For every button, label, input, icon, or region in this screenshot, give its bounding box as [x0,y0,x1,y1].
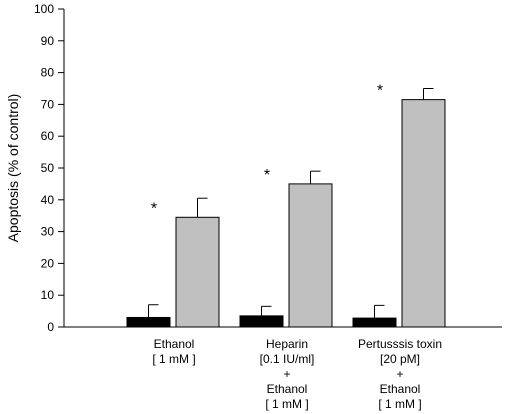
category-labels: Ethanol[ 1 mM ]Heparin[0.1 IU/ml]+Ethano… [152,337,442,411]
bars [126,99,446,328]
bar-series2-cat1 [175,216,220,328]
bar-series2-cat2 [288,183,333,328]
category-label-3: Pertusssis toxin [358,337,442,351]
y-tick-label: 100 [34,2,54,16]
category-label-3: Ethanol [380,382,421,396]
error-bar-series2-cat3 [423,88,434,100]
error-bar-series1-cat2 [261,305,272,316]
category-label-3: [20 pM] [380,352,420,366]
error-bars [148,88,434,319]
y-tick-label: 30 [41,225,55,239]
error-bar-series1-cat1 [148,304,159,318]
bar-series1-cat3 [352,317,397,328]
category-label-2: Ethanol [267,382,308,396]
y-tick-label: 70 [41,97,55,111]
significance-star: * [377,83,383,100]
y-tick-label: 10 [41,288,55,302]
category-label-3: + [396,367,403,381]
y-tick-label: 0 [47,320,54,334]
bar-series1-cat1 [126,316,171,328]
y-tick-label: 20 [41,256,55,270]
category-label-2: + [283,367,290,381]
y-axis-ticks: 0 10 20 30 40 50 60 70 80 90 100 [34,2,64,334]
category-label-1: Ethanol [154,337,195,351]
significance-star: * [151,200,157,217]
y-tick-label: 60 [41,129,55,143]
category-label-1: [ 1 mM ] [152,352,195,366]
category-label-3: [ 1 mM ] [378,397,421,411]
error-bar-series1-cat3 [374,304,385,319]
y-tick-label: 40 [41,193,55,207]
y-tick-label: 50 [41,161,55,175]
significance-markers: * * * [151,83,383,218]
category-label-2: [ 1 mM ] [265,397,308,411]
error-bar-series2-cat1 [197,197,208,218]
significance-star: * [264,167,270,184]
y-tick-label: 90 [41,34,55,48]
bar-series2-cat3 [401,99,446,328]
y-tick-label: 80 [41,66,55,80]
error-bar-series2-cat2 [310,170,321,184]
bar-series1-cat2 [239,315,284,328]
category-label-2: Heparin [266,337,308,351]
y-axis-title: Apoptosis (% of control) [5,94,21,243]
category-label-2: [0.1 IU/ml] [260,352,315,366]
